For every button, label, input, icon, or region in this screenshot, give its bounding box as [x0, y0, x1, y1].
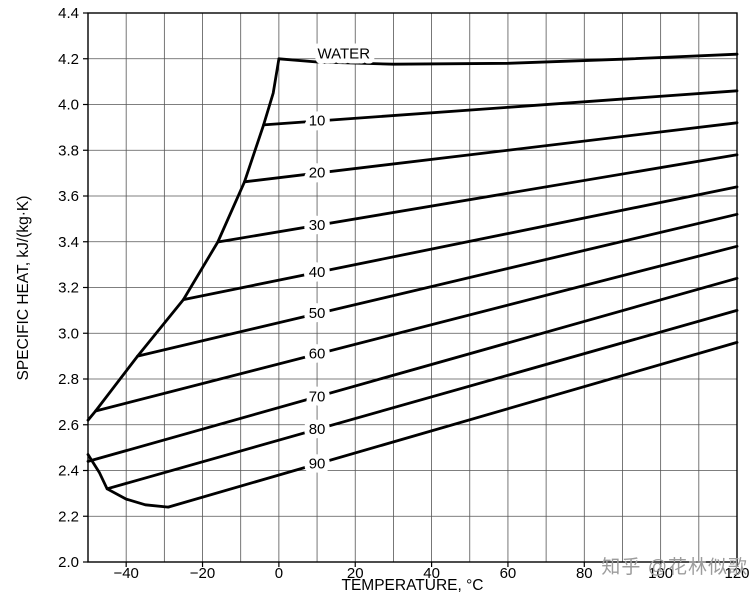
x-tick-label: 20 — [347, 565, 364, 582]
series-line-glycol-70 — [86, 276, 739, 463]
y-axis-title: SPECIFIC HEAT, kJ/(kg·K) — [15, 195, 32, 381]
x-tick-label: 120 — [724, 565, 749, 582]
watermark: 知乎 @花林似歌 — [601, 557, 748, 578]
x-tick-label: 100 — [648, 565, 673, 582]
x-tick-labels: −40 −20 0 20 40 60 80 100 120 — [113, 565, 749, 582]
x-tick-label: 60 — [500, 565, 517, 582]
y-tick-label: 2.8 — [58, 371, 79, 388]
y-tick-label: 3.6 — [58, 188, 79, 205]
series-label-glycol-50: 50 — [309, 305, 326, 322]
y-tick-label: 2.4 — [58, 463, 79, 480]
y-tick-label: 4.0 — [58, 97, 79, 114]
series-line-glycol-10 — [262, 89, 739, 127]
series-line-glycol-60 — [94, 244, 739, 413]
y-tick-label: 3.0 — [58, 325, 79, 342]
y-tick-label: 2.2 — [58, 508, 79, 525]
series-line-water — [277, 52, 739, 66]
series-label-water: WATER — [318, 45, 371, 62]
series-label-glycol-20: 20 — [309, 165, 326, 182]
y-tick-labels: 2.0 2.2 2.4 2.6 2.8 3.0 3.2 3.4 3.6 3.8 4.0 4.2 4.4 — [58, 5, 79, 571]
x-axis-title: TEMPERATURE, °C — [341, 577, 484, 594]
series-label-glycol-10: 10 — [309, 113, 326, 130]
y-tick-label: 3.8 — [58, 142, 79, 159]
y-tick-label: 3.4 — [58, 234, 79, 251]
series-lines — [86, 52, 739, 509]
y-tick-label: 2.0 — [58, 554, 79, 571]
series-line-glycol-80 — [105, 309, 739, 491]
x-tick-label: 0 — [275, 565, 283, 582]
x-tick-label: 40 — [423, 565, 440, 582]
series-line-freezing-envelope-lower — [86, 453, 170, 509]
x-tick-label: 80 — [576, 565, 593, 582]
y-tick-label: 4.4 — [58, 5, 79, 22]
series-line-glycol-40 — [182, 185, 739, 301]
series-label-glycol-80: 80 — [309, 421, 326, 438]
axis-ticks — [83, 12, 738, 567]
y-tick-label: 4.2 — [58, 51, 79, 68]
x-tick-label: −40 — [113, 565, 138, 582]
series-label-glycol-60: 60 — [309, 346, 326, 363]
series-line-glycol-50 — [136, 212, 739, 358]
y-tick-label: 2.6 — [58, 417, 79, 434]
series-label-glycol-30: 30 — [309, 217, 326, 234]
series-line-glycol-30 — [216, 153, 739, 244]
series-line-glycol-90 — [166, 341, 739, 509]
series-label-glycol-90: 90 — [309, 455, 326, 472]
series-line-glycol-20 — [243, 121, 739, 184]
series-label-glycol-70: 70 — [309, 388, 326, 405]
x-tick-label: −20 — [190, 565, 215, 582]
y-tick-label: 3.2 — [58, 280, 79, 297]
series-line-freezing-envelope-upper — [86, 57, 281, 422]
series-label-glycol-40: 40 — [309, 264, 326, 281]
